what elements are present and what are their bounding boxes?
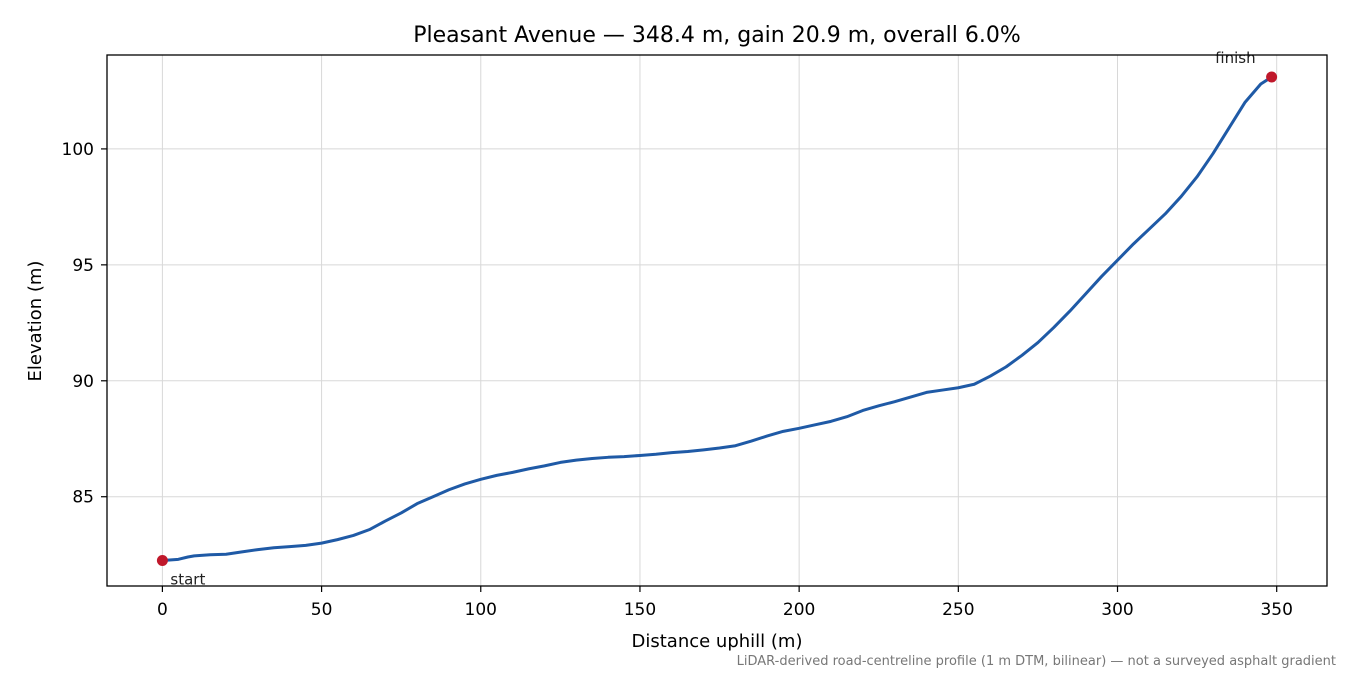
finish-annotation: finish (1215, 49, 1255, 67)
y-tick-label: 85 (72, 488, 94, 508)
y-axis-ticks: 85 90 95 100 (62, 140, 107, 508)
x-tick-label: 300 (1101, 600, 1133, 620)
x-tick-label: 350 (1260, 600, 1292, 620)
endpoint-markers: start finish (156, 49, 1278, 588)
x-tick-label: 50 (311, 600, 333, 620)
footnote: LiDAR-derived road-centreline profile (1… (737, 654, 1336, 669)
x-tick-label: 150 (624, 600, 656, 620)
start-annotation: start (170, 570, 205, 588)
endpoint-marker (1266, 71, 1278, 83)
x-tick-label: 200 (783, 600, 815, 620)
x-axis-ticks: 0 50 100 150 200 250 300 350 (157, 586, 1293, 620)
y-tick-label: 90 (72, 372, 94, 392)
chart-title: Pleasant Avenue — 348.4 m, gain 20.9 m, … (413, 23, 1021, 48)
y-tick-label: 95 (72, 256, 94, 276)
y-gridlines (107, 148, 1327, 498)
x-tick-label: 100 (465, 600, 497, 620)
x-tick-label: 250 (942, 600, 974, 620)
x-axis-label: Distance uphill (m) (632, 631, 803, 652)
x-gridlines (161, 55, 1278, 586)
elevation-profile-line (160, 75, 1274, 562)
y-tick-label: 100 (62, 140, 94, 160)
endpoint-marker (156, 554, 168, 566)
plot-area-frame (106, 54, 1328, 587)
y-axis-label: Elevation (m) (25, 261, 46, 382)
x-tick-label: 0 (157, 600, 168, 620)
